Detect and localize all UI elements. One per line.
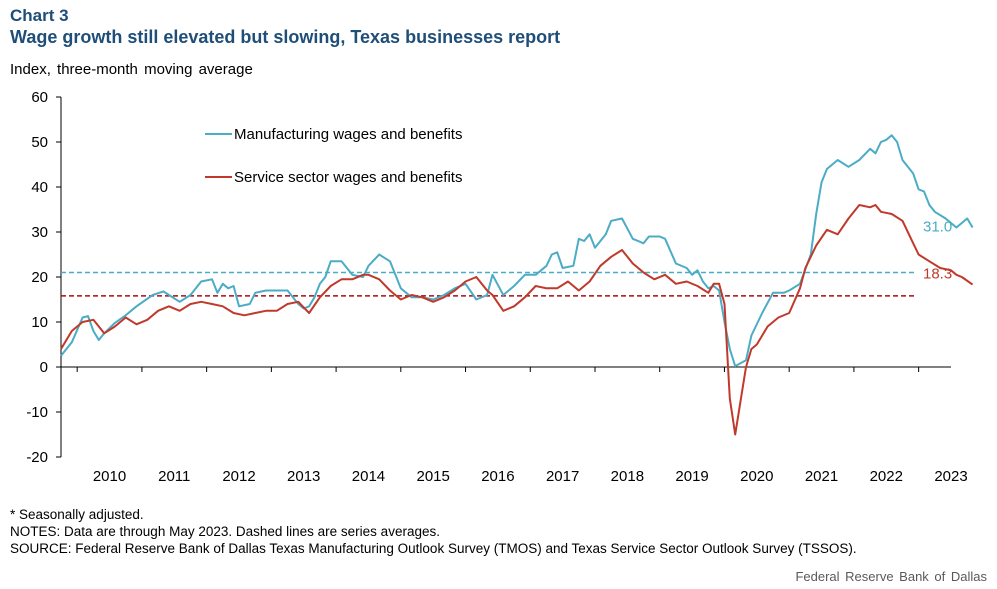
x-tick-label: 2010 xyxy=(93,468,126,485)
y-tick-label: 0 xyxy=(40,359,48,376)
y-tick-label: 30 xyxy=(31,224,48,241)
y-tick-label: 60 xyxy=(31,89,48,106)
y-axis-unit-label: Index, three-month moving average xyxy=(10,61,253,78)
x-tick-label: 2012 xyxy=(222,468,255,485)
x-tick-label: 2017 xyxy=(546,468,579,485)
footnote-source: SOURCE: Federal Reserve Bank of Dallas T… xyxy=(10,541,857,556)
y-tick-label: 10 xyxy=(31,314,48,331)
manufacturing-series-line xyxy=(60,134,974,368)
x-tick-label: 2021 xyxy=(805,468,838,485)
x-tick-label: 2011 xyxy=(158,468,190,485)
manufacturing-last-value-label: 31.0 xyxy=(923,219,952,236)
manufacturing-legend-label: Manufacturing wages and benefits xyxy=(234,126,462,143)
footnote-notes: NOTES: Data are through May 2023. Dashed… xyxy=(10,524,440,539)
x-tick-label: 2019 xyxy=(675,468,708,485)
x-tick-label: 2015 xyxy=(416,468,449,485)
x-tick-label: 2018 xyxy=(611,468,644,485)
chart-label: Chart 3 xyxy=(10,6,69,25)
y-tick-label: 40 xyxy=(31,179,48,196)
service-last-value-label: 18.3 xyxy=(923,266,952,283)
service-series-line xyxy=(60,204,974,436)
y-tick-label: 50 xyxy=(31,134,48,151)
x-tick-label: 2014 xyxy=(352,468,385,485)
y-tick-label: -10 xyxy=(26,404,48,421)
credit-line: Federal Reserve Bank of Dallas xyxy=(795,569,987,584)
footnote-seasonal: * Seasonally adjusted. xyxy=(10,507,144,522)
line-chart: -20 -10 0 10 20 30 40 50 60 2010 2011 2012 2013 2014 2… xyxy=(26,89,974,485)
service-legend-label: Service sector wages and benefits xyxy=(234,169,462,186)
x-tick-label: 2016 xyxy=(481,468,514,485)
x-tick-label: 2013 xyxy=(287,468,320,485)
y-tick-label: 20 xyxy=(31,269,48,286)
x-tick-label: 2023 xyxy=(934,468,967,485)
chart-title: Wage growth still elevated but slowing, … xyxy=(10,27,561,47)
y-tick-label: -20 xyxy=(26,449,48,466)
x-tick-label: 2020 xyxy=(740,468,773,485)
x-tick-label: 2022 xyxy=(870,468,903,485)
